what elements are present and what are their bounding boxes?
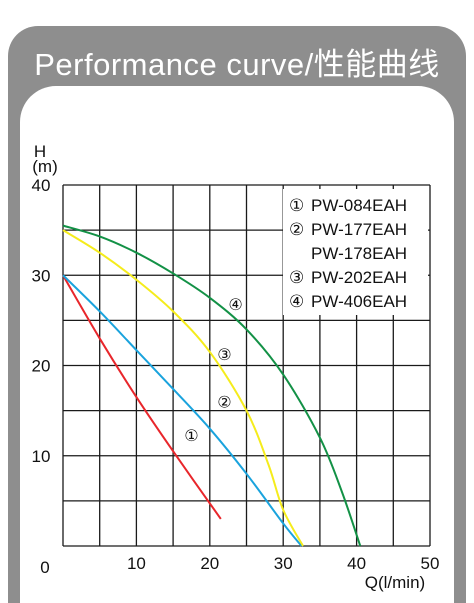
series-line-4 [62, 224, 362, 547]
chart-legend: ① PW-084EAH ② PW-177EAH PW-178EAH ③ PW-202EAH ④… [289, 196, 407, 311]
series-label-2: ② [217, 393, 231, 412]
chart-panel [20, 86, 454, 603]
y-tick-label: 20 [32, 357, 51, 376]
chart-ticks: 0 10 20 30 40 50 10 20 30 40 [32, 176, 440, 577]
legend-background [283, 189, 428, 315]
chart-curve-labels: ①② ③ ④ [184, 295, 242, 445]
y-tick-label: 30 [32, 266, 51, 285]
legend-marker: ④ [289, 292, 304, 311]
legend-marker: ② [289, 220, 304, 239]
series-label-1: ① [184, 426, 198, 445]
x-tick-label: 20 [200, 554, 219, 573]
x-axis-label: Q(l/min) [365, 573, 425, 592]
legend-marker: ① [289, 196, 304, 215]
legend-entry: PW-202EAH [311, 268, 407, 287]
series-line-2 [62, 274, 303, 547]
chart-curves [62, 224, 362, 547]
legend-marker: ③ [289, 268, 304, 287]
legend-entry: PW-178EAH [311, 244, 407, 263]
chart-grid [62, 184, 431, 547]
series-label-3: ③ [217, 345, 231, 364]
y-axis-label: H [34, 142, 46, 161]
legend-entry: PW-177EAH [311, 220, 407, 239]
legend-entry: PW-406EAH [311, 292, 407, 311]
series-line-3 [62, 229, 304, 547]
x-tick-label: 50 [421, 554, 440, 573]
y-tick-label: 10 [32, 447, 51, 466]
y-tick-label: 40 [32, 176, 51, 195]
y-axis-unit: (m) [32, 157, 57, 176]
x-tick-label: 0 [40, 558, 49, 577]
chart-banner-title: Performance curve/性能曲线 [34, 47, 440, 82]
x-tick-label: 10 [127, 554, 146, 573]
legend-entry: PW-084EAH [311, 196, 407, 215]
series-line-1 [62, 274, 222, 520]
x-tick-label: 30 [274, 554, 293, 573]
x-tick-label: 40 [347, 554, 366, 573]
series-label-4: ④ [228, 295, 242, 314]
